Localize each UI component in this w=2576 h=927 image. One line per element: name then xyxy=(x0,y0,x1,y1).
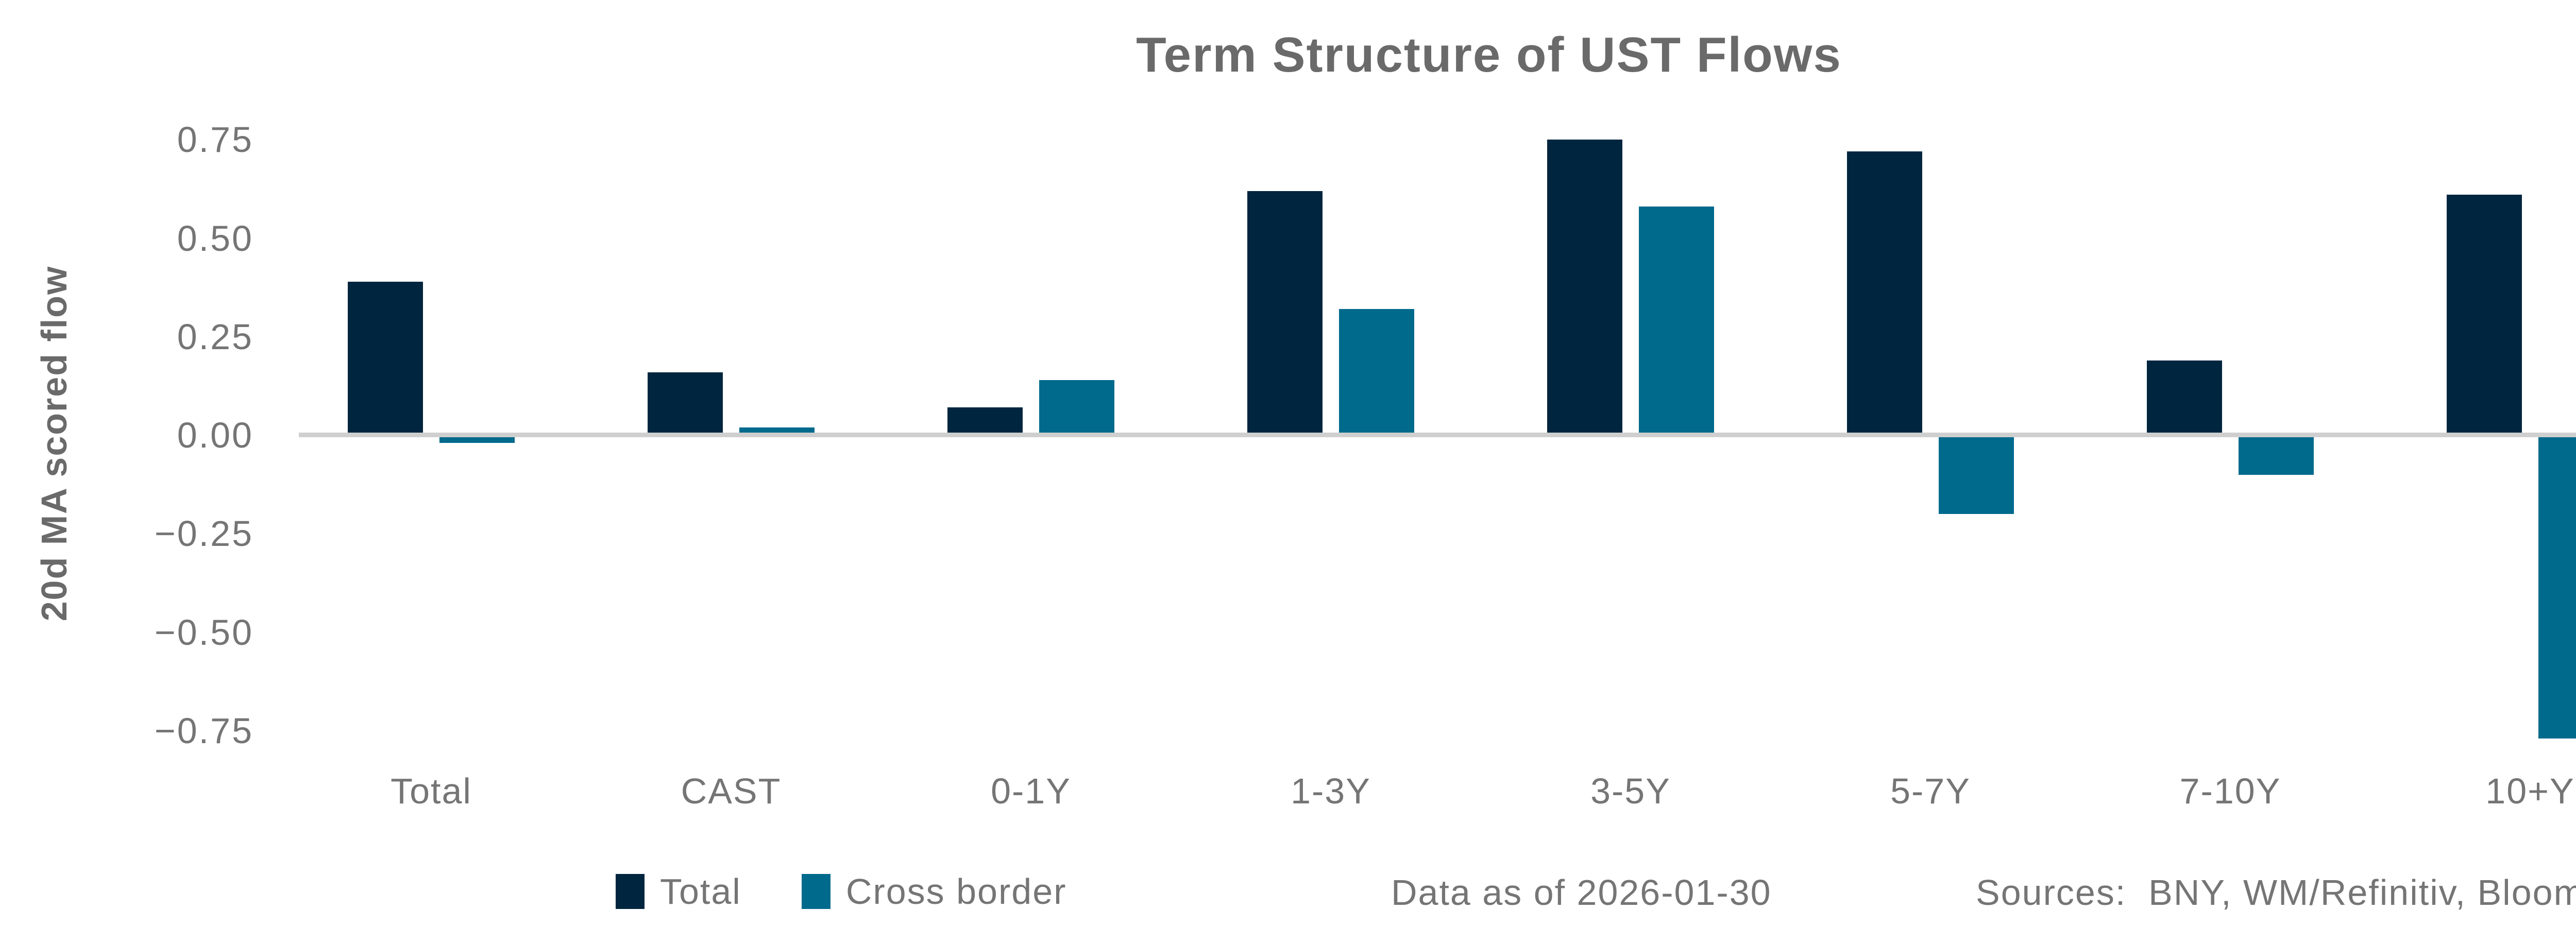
x-tick-label-7-10y: 7-10Y xyxy=(2179,771,2281,811)
bar-cross-border-5-7y xyxy=(1939,435,2014,514)
x-tick-label-10-y: 10+Y xyxy=(2485,771,2575,811)
y-tick-label-0-25: −0.25 xyxy=(154,513,253,554)
y-tick-label-0-75: 0.75 xyxy=(177,119,253,160)
bar-cross-border-3-5y xyxy=(1639,207,1714,435)
bar-total-5-7y xyxy=(1847,151,1922,435)
x-tick-label-5-7y: 5-7Y xyxy=(1890,771,1971,811)
legend-item-total: Total xyxy=(616,873,741,910)
bar-total-total xyxy=(348,281,423,435)
legend-label-total: Total xyxy=(660,871,741,912)
y-tick-label-0-25: 0.25 xyxy=(177,316,253,357)
data-as-of-note: Data as of 2026-01-30 xyxy=(1391,872,1772,913)
bar-total-3-5y xyxy=(1547,140,1622,435)
x-tick-label-total: Total xyxy=(391,771,472,811)
x-tick-label-1-3y: 1-3Y xyxy=(1291,771,1371,811)
bar-cross-border-7-10y xyxy=(2239,435,2314,475)
bar-total-7-10y xyxy=(2147,360,2222,435)
x-tick-label-cast: CAST xyxy=(681,771,782,811)
legend-label-cross-border: Cross border xyxy=(845,871,1067,912)
bar-cross-border-0-1y xyxy=(1039,380,1114,435)
bar-cross-border-1-3y xyxy=(1339,309,1414,435)
chart-title: Term Structure of UST Flows xyxy=(1136,27,1842,82)
zero-axis-line xyxy=(299,433,2576,437)
sources-note: Sources: BNY, WM/Refinitiv, Bloomberg xyxy=(1976,872,2576,913)
legend-item-cross-border: Cross border xyxy=(801,871,1067,912)
y-tick-label-0-75: −0.75 xyxy=(154,710,253,751)
bar-total-0-1y xyxy=(947,407,1023,435)
y-tick-label-0-50: −0.50 xyxy=(154,612,253,653)
bar-total-10-y xyxy=(2447,195,2522,435)
x-tick-label-0-1y: 0-1Y xyxy=(991,771,1071,811)
legend-swatch-cross-border xyxy=(801,874,831,909)
y-tick-label-0-00: 0.00 xyxy=(177,415,253,455)
legend: Total Cross border xyxy=(616,873,1127,910)
bar-total-cast xyxy=(648,372,723,435)
bar-total-1-3y xyxy=(1247,191,1323,435)
bar-cross-border-10-y xyxy=(2538,435,2576,739)
x-tick-label-3-5y: 3-5Y xyxy=(1590,771,1671,811)
y-tick-label-0-50: 0.50 xyxy=(177,218,253,259)
legend-swatch-total xyxy=(616,874,645,909)
